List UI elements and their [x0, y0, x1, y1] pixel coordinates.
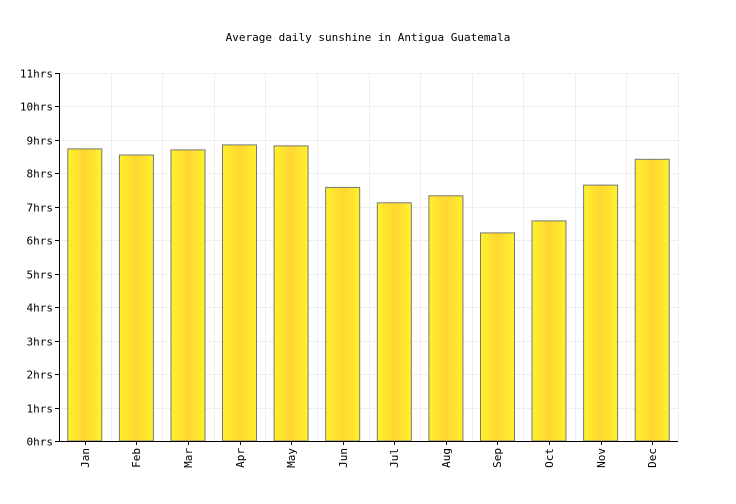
x-tick-label: Apr [234, 448, 247, 468]
bar-jul [376, 202, 412, 442]
bar-aug [428, 195, 464, 442]
x-tick-label: Jan [79, 448, 92, 468]
x-tick-label: May [285, 448, 298, 468]
y-tick-label: 10hrs [20, 101, 53, 114]
x-tick-label: Oct [543, 448, 556, 468]
y-tick-label: 5hrs [27, 269, 54, 282]
grid-lines [59, 73, 679, 441]
y-tick-label: 7hrs [27, 202, 54, 215]
bars [67, 144, 670, 442]
y-tick-label: 11hrs [20, 68, 53, 81]
y-tick-label: 4hrs [27, 302, 54, 315]
y-tick-label: 3hrs [27, 336, 54, 349]
bar-may [273, 145, 309, 442]
y-tick-label: 8hrs [27, 168, 54, 181]
y-tick-label: 0hrs [27, 436, 54, 449]
y-tick-label: 2hrs [27, 369, 54, 382]
x-tick-label: Jul [388, 448, 401, 468]
bar-feb [118, 154, 154, 442]
x-tick-label: Dec [646, 448, 659, 468]
y-axis-ticks: 0hrs 1hrs 2hrs 3hrs 4hrs 5hrs 6hrs 7hrs 8hrs 9hrs… [20, 68, 59, 449]
bar-jan [67, 148, 103, 442]
y-tick-label: 1hrs [27, 403, 54, 416]
x-tick-label: Feb [130, 448, 143, 468]
x-tick-label: Jun [337, 448, 350, 468]
chart-title: Average daily sunshine in Antigua Guatem… [226, 31, 511, 44]
x-tick-label: Sep [491, 448, 504, 468]
bar-dec [634, 158, 670, 442]
bar-nov [583, 184, 619, 442]
x-axis-ticks: Jan Feb Mar Apr May Jun Jul Aug Sep Oct Nov Dec [79, 441, 659, 468]
y-tick-label: 6hrs [27, 235, 54, 248]
bar-sep [480, 232, 515, 442]
y-tick-label: 9hrs [27, 135, 54, 148]
x-tick-label: Mar [182, 448, 195, 468]
x-tick-label: Nov [595, 448, 608, 468]
axes [59, 73, 678, 442]
bar-jun [325, 186, 361, 442]
bar-mar [170, 149, 206, 442]
bar-apr [222, 144, 257, 442]
bar-oct [531, 220, 567, 442]
x-tick-label: Aug [440, 448, 453, 468]
